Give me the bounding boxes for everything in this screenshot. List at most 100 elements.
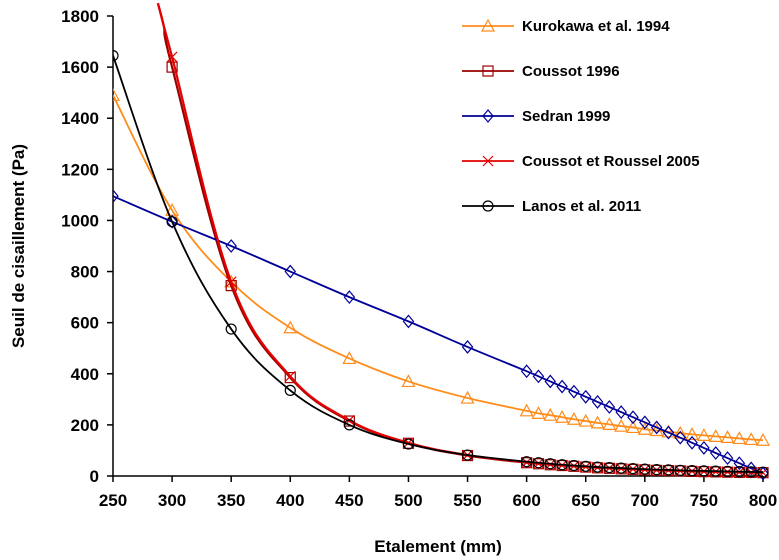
series-2 xyxy=(156,3,769,479)
data-point xyxy=(568,459,580,472)
y-tick-label: 800 xyxy=(71,263,99,282)
legend-label: Coussot 1996 xyxy=(522,63,620,80)
data-point xyxy=(698,465,710,477)
data-point xyxy=(343,290,356,305)
data-point xyxy=(568,384,580,399)
data-point xyxy=(591,394,604,409)
data-point xyxy=(166,51,178,63)
data-point xyxy=(721,465,734,477)
series-line xyxy=(156,3,764,474)
x-ticks: 250 300 350 400 450 500 550 600 650 700 750 800 xyxy=(99,476,777,510)
data-point xyxy=(461,449,474,461)
data-point xyxy=(637,421,652,435)
y-tick-label: 1400 xyxy=(61,109,99,128)
y-tick-label: 200 xyxy=(71,416,99,435)
y-tick-label: 0 xyxy=(90,467,99,486)
data-point xyxy=(402,438,415,450)
data-point xyxy=(602,417,617,430)
data-point xyxy=(544,374,557,389)
legend-item: Coussot 1996 xyxy=(462,63,620,80)
y-tick-label: 400 xyxy=(71,365,99,384)
data-point xyxy=(732,431,747,445)
data-point xyxy=(745,466,757,478)
data-point xyxy=(566,412,581,425)
data-point xyxy=(721,451,734,466)
x-tick-label: 300 xyxy=(158,491,186,510)
data-point xyxy=(403,437,414,449)
data-point xyxy=(342,351,357,365)
data-point xyxy=(662,425,675,440)
x-tick-label: 450 xyxy=(335,491,363,510)
x-tick-label: 800 xyxy=(749,491,777,510)
data-point xyxy=(166,216,178,228)
data-point xyxy=(113,189,119,204)
legend: Kurokawa et al. 1994 Coussot 1996 Sedran 1… xyxy=(462,18,700,215)
data-point xyxy=(343,419,355,431)
y-ticks: 0 200 400 600 800 1000 1200 1400 1600 1800 xyxy=(61,7,113,486)
x-tick-label: 650 xyxy=(572,491,600,510)
data-point xyxy=(284,264,297,279)
y-tick-label: 1200 xyxy=(61,160,99,179)
data-point xyxy=(225,276,237,288)
x-axis-title: Etalement (mm) xyxy=(374,537,502,556)
data-point xyxy=(639,463,651,475)
data-point xyxy=(284,384,296,396)
data-point xyxy=(708,429,723,442)
data-point xyxy=(614,418,629,432)
data-point xyxy=(720,430,735,444)
data-point xyxy=(662,464,675,476)
data-point xyxy=(698,440,710,455)
x-tick-label: 400 xyxy=(276,491,304,510)
data-point xyxy=(225,323,237,335)
data-point xyxy=(685,427,700,440)
data-point xyxy=(578,413,593,427)
data-point xyxy=(520,364,533,379)
y-axis-title: Seuil de cisaillement (Pa) xyxy=(9,144,28,348)
data-point xyxy=(603,461,615,474)
legend-item: Lanos et al. 2011 xyxy=(462,198,641,215)
data-point xyxy=(615,405,627,420)
x-tick-label: 350 xyxy=(217,491,245,510)
data-point xyxy=(166,61,178,73)
data-point xyxy=(284,370,296,382)
data-point xyxy=(757,466,769,478)
legend-item: Coussot et Roussel 2005 xyxy=(462,153,700,170)
data-point xyxy=(166,214,178,229)
data-point xyxy=(521,456,533,468)
data-point xyxy=(519,403,534,417)
data-point xyxy=(733,466,745,478)
data-point xyxy=(461,340,474,354)
data-point xyxy=(686,435,698,450)
legend-item: Sedran 1999 xyxy=(462,108,610,125)
data-point xyxy=(555,409,570,423)
data-point xyxy=(591,461,604,473)
x-tick-label: 750 xyxy=(690,491,718,510)
data-point xyxy=(531,406,546,419)
data-point xyxy=(651,464,663,476)
legend-marker xyxy=(480,18,496,32)
data-point xyxy=(709,446,722,460)
data-point xyxy=(627,410,639,425)
series-line xyxy=(113,195,764,475)
legend-marker xyxy=(482,200,494,212)
x-tick-label: 700 xyxy=(631,491,659,510)
data-point xyxy=(696,428,711,441)
x-tick-label: 500 xyxy=(394,491,422,510)
data-point xyxy=(650,420,663,435)
data-point xyxy=(556,459,568,471)
data-point xyxy=(283,320,298,334)
data-point xyxy=(615,462,627,474)
legend-label: Sedran 1999 xyxy=(522,108,610,125)
y-tick-label: 1600 xyxy=(61,58,99,77)
data-point xyxy=(639,415,651,430)
x-tick-label: 600 xyxy=(512,491,540,510)
data-point xyxy=(401,374,416,388)
series-line xyxy=(113,55,764,474)
data-point xyxy=(284,372,296,384)
y-tick-label: 1800 xyxy=(61,7,99,26)
series-5 xyxy=(113,50,769,478)
series-line xyxy=(113,94,764,442)
legend-label: Coussot et Roussel 2005 xyxy=(522,153,700,170)
legend-marker xyxy=(482,65,494,77)
